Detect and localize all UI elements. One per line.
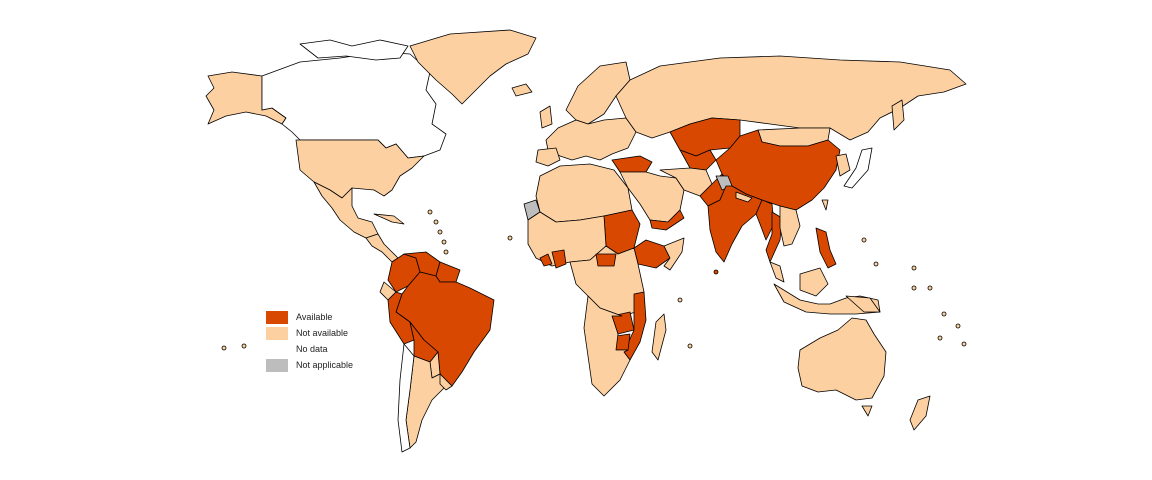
island-marker: [241, 343, 247, 349]
region-japan: [843, 147, 873, 189]
region-australia: [797, 317, 887, 401]
region-russia: [615, 55, 967, 141]
region-tasmania: [861, 405, 873, 417]
region-papua-new-guinea: [845, 295, 881, 313]
region-greenland: [409, 29, 537, 105]
legend-swatch: [266, 343, 288, 356]
legend-label: Not available: [296, 328, 349, 338]
region-nepal: [735, 191, 753, 203]
region-canada-islands: [299, 39, 409, 61]
region-turkey: [611, 155, 653, 173]
island-marker: [427, 209, 433, 215]
island-marker: [873, 261, 879, 267]
legend-label: No data: [296, 344, 328, 354]
region-sakhalin: [891, 99, 905, 131]
island-marker: [937, 335, 943, 341]
island-marker: [507, 235, 513, 241]
island-marker: [443, 249, 449, 255]
region-new-zealand: [909, 395, 931, 431]
region-indochina: [779, 205, 801, 247]
island-marker: [441, 239, 447, 245]
island-marker: [677, 297, 683, 303]
region-korea: [835, 153, 851, 177]
region-philippines: [815, 227, 837, 269]
legend-swatch: [266, 359, 288, 372]
island-marker: [911, 285, 917, 291]
region-malawi-mozambique: [623, 291, 647, 361]
legend-label: Available: [296, 312, 333, 322]
region-yemen: [649, 209, 685, 231]
region-sierra-leone: [539, 253, 553, 267]
island-marker: [713, 269, 719, 275]
region-borneo: [799, 267, 829, 297]
legend-swatch: [266, 311, 288, 324]
island-marker: [927, 285, 933, 291]
island-marker: [221, 345, 227, 351]
region-southern-africa: [583, 295, 631, 397]
island-marker: [961, 341, 967, 347]
island-marker: [433, 219, 439, 225]
region-uruguay: [439, 373, 453, 391]
island-marker: [861, 237, 867, 243]
region-mexico: [313, 181, 379, 239]
region-indonesia: [773, 283, 881, 315]
region-cote-divoire: [551, 249, 567, 269]
region-taiwan: [821, 199, 829, 211]
island-marker: [955, 323, 961, 329]
island-marker: [911, 265, 917, 271]
region-horn: [663, 237, 685, 271]
island-marker: [941, 311, 947, 317]
region-uk: [539, 105, 553, 129]
region-iberia: [535, 147, 561, 167]
island-marker: [437, 229, 443, 235]
region-chile: [397, 343, 415, 453]
region-central-america: [365, 233, 399, 263]
region-iceland: [511, 83, 533, 97]
region-myanmar: [755, 199, 775, 241]
legend-label: Not applicable: [296, 360, 354, 370]
region-malaysia: [769, 261, 785, 283]
region-guianas: [435, 261, 461, 283]
region-europe: [545, 117, 637, 161]
legend-swatch: [266, 327, 288, 340]
region-cuba: [373, 213, 405, 225]
region-car: [595, 253, 617, 267]
island-marker: [687, 343, 693, 349]
region-madagascar: [651, 313, 667, 361]
region-ethiopia: [633, 239, 671, 269]
